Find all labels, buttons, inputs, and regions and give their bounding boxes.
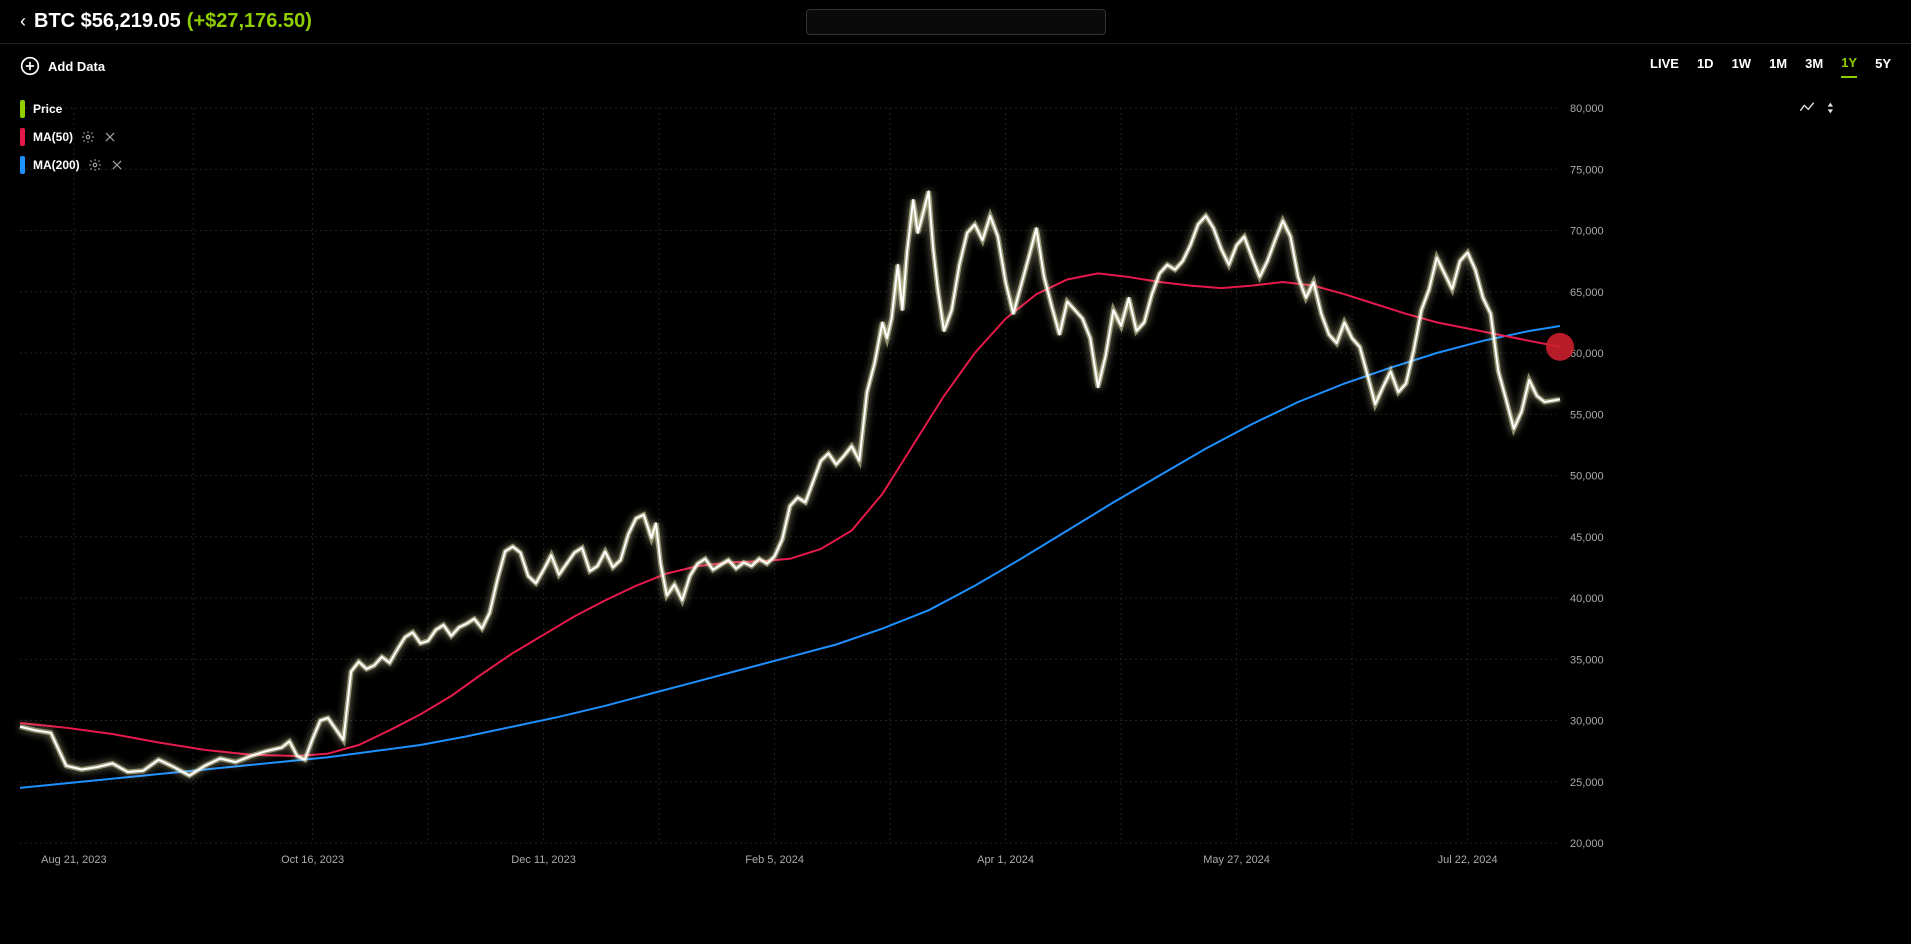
range-live[interactable]: LIVE [1650,56,1679,77]
price-chart[interactable]: 20,000 25,000 30,000 35,000 40,000 45,000 50,0… [0,88,1911,944]
current-price: $56,219.05 [81,10,181,32]
svg-text:40,000: 40,000 [1570,593,1604,605]
svg-text:Jul 22, 2024: Jul 22, 2024 [1438,854,1498,866]
legend-swatch [20,128,25,146]
legend-label: MA(50) [33,130,73,144]
price-change: (+$27,176.50) [187,10,312,33]
header: ‹ BTC $56,219.05 (+$27,176.50) [0,0,1911,44]
legend-swatch [20,156,25,174]
search-input[interactable] [806,9,1106,35]
range-1d[interactable]: 1D [1697,56,1714,77]
toolbar: Add Data LIVE 1D 1W 1M 3M 1Y 5Y [0,44,1911,88]
gear-icon[interactable] [81,130,95,144]
svg-text:55,000: 55,000 [1570,409,1604,421]
range-1y[interactable]: 1Y [1841,55,1857,78]
ticker-symbol: BTC [34,10,75,32]
svg-text:35,000: 35,000 [1570,654,1604,666]
svg-text:Dec 11, 2023: Dec 11, 2023 [511,854,576,866]
plus-circle-icon [20,56,40,76]
range-1m[interactable]: 1M [1769,56,1787,77]
svg-text:75,000: 75,000 [1570,164,1604,176]
add-data-label: Add Data [48,59,105,74]
legend: Price MA(50) MA(200) [20,100,124,174]
svg-text:60,000: 60,000 [1570,348,1604,360]
range-5y[interactable]: 5Y [1875,56,1891,77]
close-icon[interactable] [103,130,117,144]
svg-text:70,000: 70,000 [1570,226,1604,238]
svg-text:25,000: 25,000 [1570,777,1604,789]
svg-text:Aug 21, 2023: Aug 21, 2023 [41,854,106,866]
add-data-button[interactable]: Add Data [20,56,105,76]
svg-text:May 27, 2024: May 27, 2024 [1203,854,1270,866]
time-range-selector: LIVE 1D 1W 1M 3M 1Y 5Y [1650,55,1891,78]
close-icon[interactable] [110,158,124,172]
legend-item-1: MA(50) [20,128,124,146]
ticker-price: BTC $56,219.05 [34,10,181,33]
legend-item-2: MA(200) [20,156,124,174]
svg-text:Feb 5, 2024: Feb 5, 2024 [745,854,804,866]
legend-swatch [20,100,25,118]
gear-icon[interactable] [88,158,102,172]
line-style-icon[interactable] [1799,100,1815,116]
chart-tools [1799,100,1841,116]
svg-text:Oct 16, 2023: Oct 16, 2023 [281,854,344,866]
sort-icon[interactable] [1825,100,1841,116]
svg-text:50,000: 50,000 [1570,471,1604,483]
svg-text:30,000: 30,000 [1570,716,1604,728]
range-3m[interactable]: 3M [1805,56,1823,77]
legend-label: Price [33,102,62,116]
back-chevron-icon[interactable]: ‹ [20,11,26,32]
legend-label: MA(200) [33,158,80,172]
svg-text:65,000: 65,000 [1570,287,1604,299]
svg-text:80,000: 80,000 [1570,103,1604,115]
svg-text:20,000: 20,000 [1570,838,1604,850]
range-1w[interactable]: 1W [1732,56,1752,77]
svg-text:45,000: 45,000 [1570,532,1604,544]
chart-container: 20,000 25,000 30,000 35,000 40,000 45,000 50,0… [0,88,1911,944]
svg-text:Apr 1, 2024: Apr 1, 2024 [977,854,1034,866]
legend-item-0: Price [20,100,124,118]
